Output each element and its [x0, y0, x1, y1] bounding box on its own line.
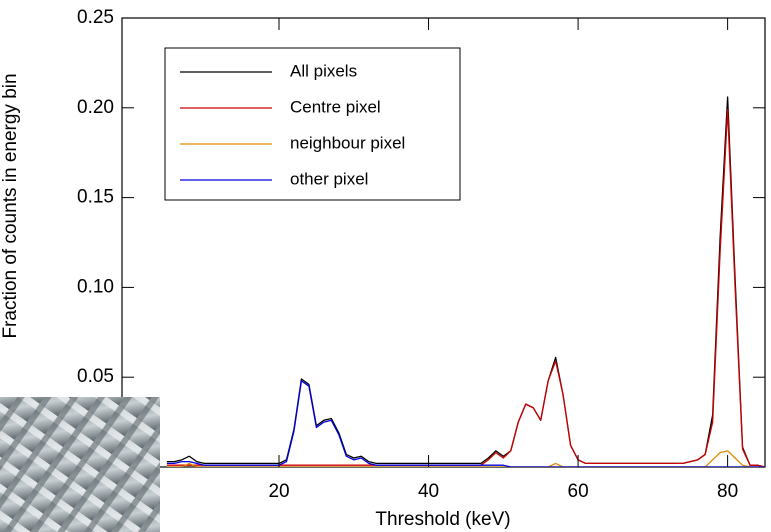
series-line — [166, 380, 765, 467]
y-axis-label: Fraction of counts in energy bin — [0, 73, 21, 338]
y-tick-label: 0.10 — [77, 276, 114, 297]
y-tick-label: 0.25 — [77, 7, 114, 28]
inset-photo — [0, 397, 160, 532]
y-tick-label: 0.05 — [77, 366, 114, 387]
legend-label: Centre pixel — [290, 97, 381, 116]
legend-label: other pixel — [290, 169, 368, 188]
legend-label: neighbour pixel — [290, 133, 405, 152]
x-axis-label: Threshold (keV) — [375, 509, 510, 530]
x-tick-label: 80 — [717, 481, 738, 502]
series-layer — [166, 96, 765, 467]
x-tick-label: 40 — [418, 481, 439, 502]
legend-box — [164, 47, 461, 201]
y-tick-label: 0.15 — [77, 187, 114, 208]
axes: 0.05 0.10 0.15 0.20 0.25 20 40 60 80 — [77, 7, 765, 502]
y-tick-label: 0.20 — [77, 97, 114, 118]
legend-label: All pixels — [290, 61, 357, 80]
x-tick-label: 60 — [568, 481, 589, 502]
legend: All pixels Centre pixel neighbour pixel oth… — [164, 47, 461, 201]
x-tick-label: 20 — [268, 481, 289, 502]
